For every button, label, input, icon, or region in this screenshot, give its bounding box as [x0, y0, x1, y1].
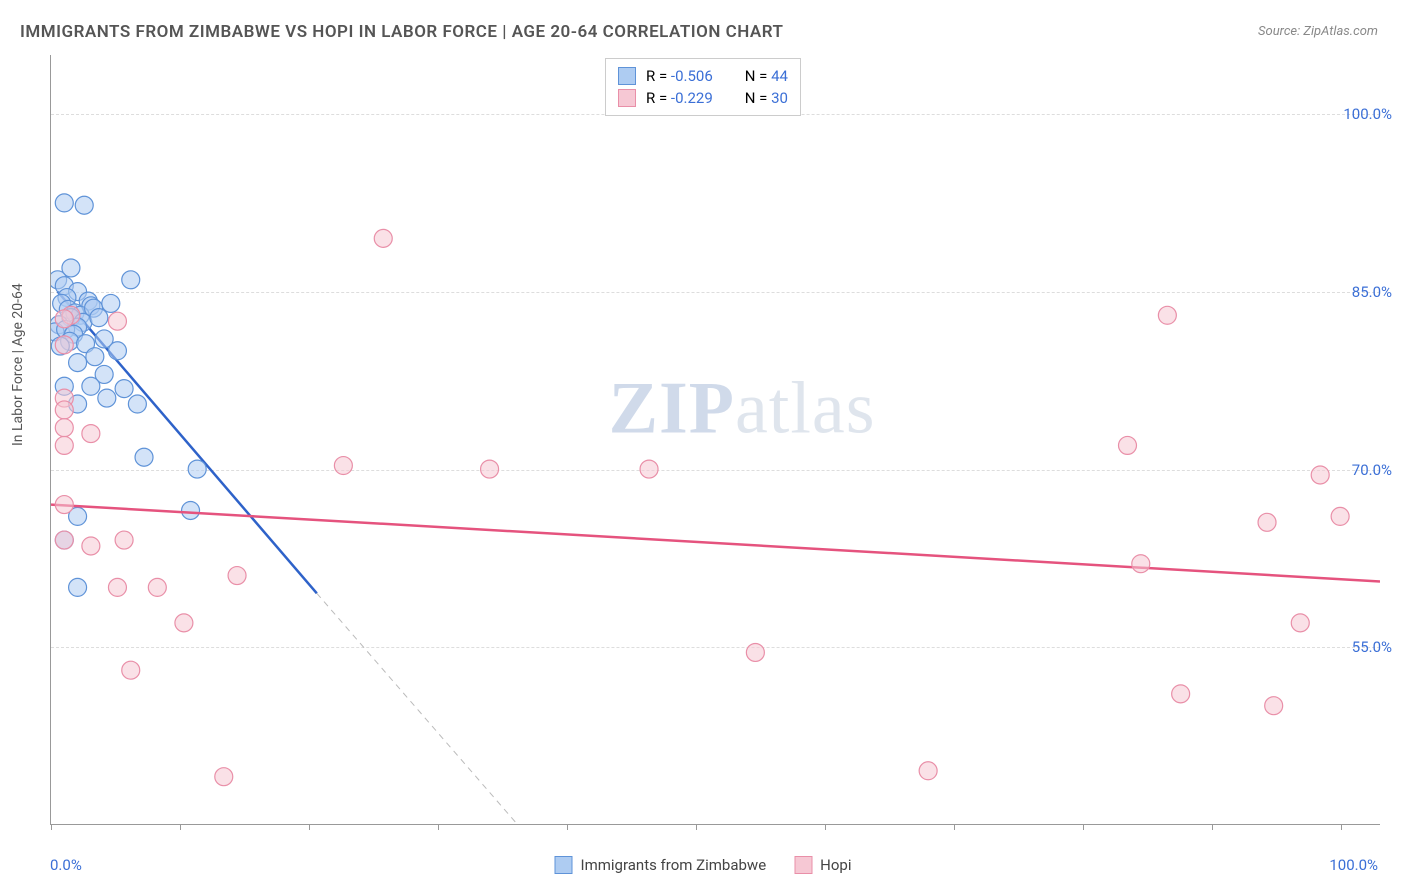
data-point [90, 309, 108, 327]
legend-swatch [794, 856, 812, 874]
x-tick [51, 824, 52, 830]
data-point [481, 460, 499, 478]
legend-label: Hopi [820, 856, 851, 874]
data-point [148, 578, 166, 596]
data-point [55, 336, 73, 354]
data-point [1311, 466, 1329, 484]
x-tick [1083, 824, 1084, 830]
data-point [102, 294, 120, 312]
x-tick [1341, 824, 1342, 830]
chart-container: IMMIGRANTS FROM ZIMBABWE VS HOPI IN LABO… [0, 0, 1406, 892]
y-axis-label: In Labor Force | Age 20-64 [10, 283, 26, 446]
x-tick [180, 824, 181, 830]
data-point [640, 460, 658, 478]
legend-r-label: R = -0.229 [646, 89, 713, 107]
data-point [98, 389, 116, 407]
x-tick [567, 824, 568, 830]
chart-title: IMMIGRANTS FROM ZIMBABWE VS HOPI IN LABO… [20, 22, 784, 42]
correlation-legend: R = -0.506 N = 44 R = -0.229 N = 30 [605, 58, 801, 116]
x-tick [1212, 824, 1213, 830]
data-point [122, 271, 140, 289]
data-point [82, 425, 100, 443]
data-point [69, 354, 87, 372]
legend-n-label: N = 44 [745, 67, 788, 85]
data-point [86, 348, 104, 366]
data-point [1291, 614, 1309, 632]
legend-n-label: N = 30 [745, 89, 788, 107]
series-legend: Immigrants from Zimbabwe Hopi [555, 856, 852, 874]
data-point [135, 448, 153, 466]
source-attribution: Source: ZipAtlas.com [1258, 24, 1378, 39]
data-point [55, 436, 73, 454]
data-point [55, 194, 73, 212]
data-point [215, 768, 233, 786]
data-point [55, 310, 73, 328]
data-point [1265, 697, 1283, 715]
legend-row: R = -0.506 N = 44 [618, 65, 788, 87]
data-point [334, 457, 352, 475]
data-point [919, 762, 937, 780]
data-point [55, 401, 73, 419]
legend-swatch [555, 856, 573, 874]
data-point [1258, 513, 1276, 531]
data-point [108, 312, 126, 330]
data-point [82, 537, 100, 555]
x-tick [954, 824, 955, 830]
trend-line [51, 505, 1380, 582]
data-point [108, 578, 126, 596]
data-point [75, 196, 93, 214]
legend-label: Immigrants from Zimbabwe [581, 856, 767, 874]
data-point [1331, 507, 1349, 525]
x-tick [309, 824, 310, 830]
data-point [188, 460, 206, 478]
legend-swatch [618, 89, 636, 107]
x-tick [696, 824, 697, 830]
data-point [55, 419, 73, 437]
data-point [69, 578, 87, 596]
data-point [228, 567, 246, 585]
legend-row: R = -0.229 N = 30 [618, 87, 788, 109]
plot-area: ZIPatlas [50, 55, 1380, 825]
data-point [115, 380, 133, 398]
x-tick [825, 824, 826, 830]
data-point [1172, 685, 1190, 703]
data-point [55, 496, 73, 514]
scatter-svg [51, 55, 1380, 824]
data-point [108, 342, 126, 360]
legend-swatch [618, 67, 636, 85]
data-point [1158, 306, 1176, 324]
data-point [746, 643, 764, 661]
data-point [128, 395, 146, 413]
data-point [55, 531, 73, 549]
data-point [1118, 436, 1136, 454]
x-axis-max: 100.0% [1329, 856, 1378, 874]
data-point [82, 377, 100, 395]
data-point [182, 501, 200, 519]
x-tick [438, 824, 439, 830]
data-point [175, 614, 193, 632]
x-axis-min: 0.0% [50, 856, 82, 874]
legend-item: Immigrants from Zimbabwe [555, 856, 767, 874]
legend-r-label: R = -0.506 [646, 67, 713, 85]
data-point [1132, 555, 1150, 573]
data-point [122, 661, 140, 679]
legend-item: Hopi [794, 856, 851, 874]
data-point [374, 229, 392, 247]
trend-line-ext [317, 593, 543, 824]
data-point [115, 531, 133, 549]
